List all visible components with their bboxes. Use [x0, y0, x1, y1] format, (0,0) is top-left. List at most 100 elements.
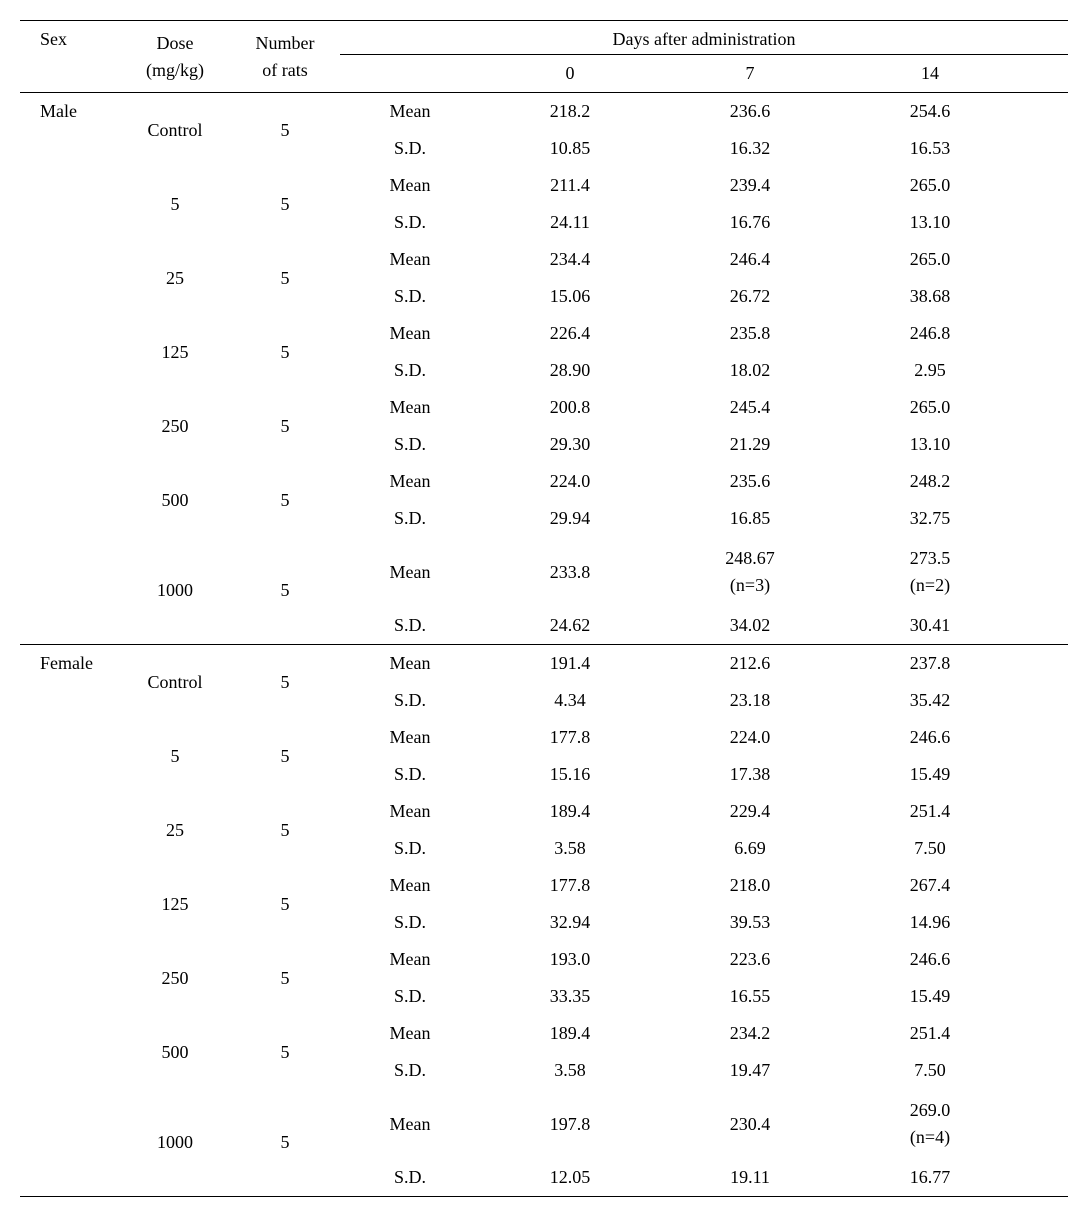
value-cell: 246.8 — [840, 315, 1020, 352]
n-cell: 5 — [230, 1089, 340, 1197]
value-cell: 32.75 — [840, 500, 1020, 537]
value-cell: 39.53 — [660, 904, 840, 941]
value-cell: 218.2 — [480, 93, 660, 131]
value-cell: 3.58 — [480, 830, 660, 867]
female-section: FemaleControl5Mean191.4212.6237.8S.D.4.3… — [20, 645, 1068, 1197]
n-annotation: (n=2) — [910, 575, 950, 595]
stat-label: Mean — [340, 315, 480, 352]
value-cell: 16.85 — [660, 500, 840, 537]
mean-row: 55Mean211.4239.4265.0 — [20, 167, 1068, 204]
mean-row: 255Mean234.4246.4265.0 — [20, 241, 1068, 278]
value-cell: 189.4 — [480, 1015, 660, 1052]
value-cell: 24.11 — [480, 204, 660, 241]
col-number: Number of rats — [230, 21, 340, 93]
col-sex: Sex — [20, 21, 120, 93]
value-cell: 245.4 — [660, 389, 840, 426]
value-cell: 29.94 — [480, 500, 660, 537]
stat-label: Mean — [340, 389, 480, 426]
value-cell: 29.30 — [480, 426, 660, 463]
value-cell: 211.4 — [480, 167, 660, 204]
value-cell: 38.68 — [840, 278, 1020, 315]
value-cell: 191.4 — [480, 645, 660, 683]
stat-label: S.D. — [340, 978, 480, 1015]
value-cell-stacked: 248.67(n=3) — [660, 537, 840, 607]
value-cell: 2.95 — [840, 352, 1020, 389]
mean-row: 1255Mean226.4235.8246.8 — [20, 315, 1068, 352]
stat-label: Mean — [340, 167, 480, 204]
value-cell: 235.6 — [660, 463, 840, 500]
value-cell: 13.10 — [840, 426, 1020, 463]
value-cell: 32.94 — [480, 904, 660, 941]
n-cell: 5 — [230, 1015, 340, 1089]
stat-label: S.D. — [340, 204, 480, 241]
stat-label: S.D. — [340, 278, 480, 315]
value-cell: 226.4 — [480, 315, 660, 352]
value-cell-stacked: 273.5(n=2) — [840, 537, 1020, 607]
col-days-spanner: Days after administration — [340, 21, 1068, 55]
value-cell: 229.4 — [660, 793, 840, 830]
value-cell: 30.41 — [840, 607, 1020, 645]
stat-label: Mean — [340, 719, 480, 756]
stat-label: S.D. — [340, 500, 480, 537]
stat-label: Mean — [340, 93, 480, 131]
col-day7: 7 — [660, 55, 840, 93]
value-cell: 251.4 — [840, 1015, 1020, 1052]
value-cell: 18.02 — [660, 352, 840, 389]
dose-cell: 500 — [120, 1015, 230, 1089]
mean-row: 255Mean189.4229.4251.4 — [20, 793, 1068, 830]
mean-row: 1255Mean177.8218.0267.4 — [20, 867, 1068, 904]
value-cell: 34.02 — [660, 607, 840, 645]
value-cell: 246.6 — [840, 719, 1020, 756]
value-cell: 16.77 — [840, 1159, 1020, 1197]
value-cell: 24.62 — [480, 607, 660, 645]
value-cell: 15.16 — [480, 756, 660, 793]
value-cell: 15.49 — [840, 756, 1020, 793]
stat-label: S.D. — [340, 1052, 480, 1089]
dose-cell: Control — [120, 645, 230, 720]
value-cell: 200.8 — [480, 389, 660, 426]
value-cell: 265.0 — [840, 241, 1020, 278]
value-cell: 251.4 — [840, 793, 1020, 830]
value-cell: 248.67 — [725, 548, 775, 568]
value-cell: 237.8 — [840, 645, 1020, 683]
value-cell: 236.6 — [660, 93, 840, 131]
dose-cell: 125 — [120, 315, 230, 389]
value-cell: 7.50 — [840, 1052, 1020, 1089]
stat-label: S.D. — [340, 904, 480, 941]
stat-label: S.D. — [340, 682, 480, 719]
stat-label: Mean — [340, 1015, 480, 1052]
value-cell: 28.90 — [480, 352, 660, 389]
stat-label: S.D. — [340, 352, 480, 389]
stat-label: S.D. — [340, 756, 480, 793]
dose-cell: 25 — [120, 241, 230, 315]
value-cell: 254.6 — [840, 93, 1020, 131]
dose-cell: 5 — [120, 167, 230, 241]
mean-row: FemaleControl5Mean191.4212.6237.8 — [20, 645, 1068, 683]
stat-label: Mean — [340, 793, 480, 830]
value-cell: 7.50 — [840, 830, 1020, 867]
col-ofrats-label: of rats — [262, 60, 307, 80]
mean-row: 10005Mean197.8230.4269.0(n=4) — [20, 1089, 1068, 1159]
male-section: MaleControl5Mean218.2236.6254.6S.D.10.85… — [20, 93, 1068, 645]
dose-cell: Control — [120, 93, 230, 168]
stat-label: Mean — [340, 241, 480, 278]
stat-label: S.D. — [340, 607, 480, 645]
dose-cell: 250 — [120, 389, 230, 463]
mean-row: 55Mean177.8224.0246.6 — [20, 719, 1068, 756]
col-end-blank — [1020, 55, 1068, 93]
value-cell: 265.0 — [840, 389, 1020, 426]
value-cell: 234.2 — [660, 1015, 840, 1052]
dose-cell: 1000 — [120, 1089, 230, 1197]
value-cell: 19.47 — [660, 1052, 840, 1089]
value-cell: 16.53 — [840, 130, 1020, 167]
col-day14: 14 — [840, 55, 1020, 93]
stat-label: S.D. — [340, 426, 480, 463]
value-cell: 230.4 — [660, 1089, 840, 1159]
stat-label: S.D. — [340, 130, 480, 167]
value-cell: 15.49 — [840, 978, 1020, 1015]
value-cell: 234.4 — [480, 241, 660, 278]
value-cell: 16.55 — [660, 978, 840, 1015]
n-cell: 5 — [230, 867, 340, 941]
value-cell: 193.0 — [480, 941, 660, 978]
value-cell: 248.2 — [840, 463, 1020, 500]
